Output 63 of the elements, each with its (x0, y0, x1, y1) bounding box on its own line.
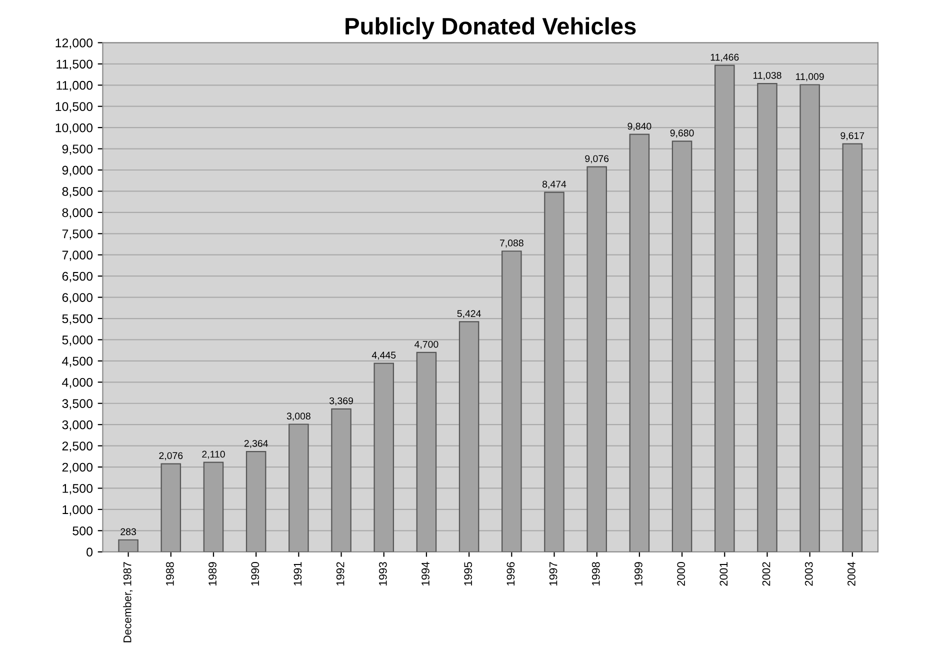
data-label: 11,038 (753, 72, 782, 80)
x-tick-label: 1993 (378, 562, 387, 586)
x-tick-label: 2002 (762, 562, 770, 586)
x-tick-label: 1997 (549, 562, 558, 586)
data-label: 2,364 (244, 440, 268, 448)
data-label: 2,110 (202, 450, 225, 459)
y-tick-label: 6,000 (62, 293, 93, 304)
data-label: 9,680 (670, 130, 694, 138)
y-tick-label: 5,500 (62, 314, 93, 325)
data-label: 4,445 (372, 352, 396, 360)
x-tick-label: 2001 (720, 562, 728, 586)
x-tick-label: 2000 (677, 562, 686, 586)
x-tick-label: 1998 (592, 562, 600, 586)
y-tick-label: 9,000 (62, 166, 93, 176)
chart-title: Publicly Donated Vehicles (346, 17, 636, 40)
y-tick-label: 7,500 (62, 229, 93, 240)
data-label: 3,008 (286, 412, 310, 421)
data-label: 7,088 (500, 240, 524, 248)
x-tick-label: 1991 (294, 562, 302, 586)
x-tick-label: 1995 (464, 562, 472, 586)
y-tick-label: 3,000 (62, 420, 93, 431)
data-label: 9,840 (628, 122, 652, 131)
y-tick-label: 2,000 (62, 462, 93, 474)
x-tick-label: 1992 (336, 562, 344, 586)
data-label: 8,474 (542, 180, 566, 189)
data-label: 11,009 (796, 73, 824, 82)
x-tick-label: 2003 (804, 562, 813, 586)
x-tick-label: 1996 (506, 562, 515, 586)
y-tick-label: 8,000 (62, 208, 93, 219)
y-tick-label: 3,500 (62, 399, 93, 410)
y-tick-label: 6,500 (62, 272, 93, 282)
y-tick-label: 0 (86, 548, 93, 557)
y-tick-label: 4,500 (62, 356, 93, 368)
y-tick-label: 11,500 (56, 60, 93, 70)
x-tick-label: 1989 (208, 562, 216, 586)
x-tick-label: December, 1987 (123, 562, 133, 642)
y-tick-label: 4,000 (62, 378, 93, 388)
data-label: 4,700 (414, 340, 438, 349)
y-tick-label: 8,500 (62, 187, 93, 198)
x-tick-label: 1999 (634, 562, 642, 586)
y-tick-label: 500 (72, 526, 93, 536)
bar (118, 539, 138, 552)
data-label: 2,076 (159, 452, 183, 460)
y-tick-label: 11,000 (56, 80, 93, 92)
y-tick-label: 7,000 (62, 250, 93, 261)
x-tick-label: 1990 (251, 562, 260, 586)
data-label: 5,424 (457, 310, 481, 318)
y-tick-label: 2,500 (62, 442, 93, 452)
y-tick-label: 10,500 (56, 102, 93, 112)
data-label: 11,466 (710, 54, 739, 62)
data-label: 9,076 (585, 155, 609, 164)
y-tick-label: 5,000 (62, 336, 93, 346)
data-label: 3,369 (329, 397, 353, 406)
x-tick-label: 1994 (422, 562, 430, 586)
y-tick-label: 10,000 (56, 123, 93, 134)
data-label: 283 (120, 528, 136, 536)
y-tick-label: 1,000 (62, 505, 93, 516)
y-tick-label: 9,500 (62, 144, 93, 155)
y-tick-label: 1,500 (62, 484, 93, 494)
y-tick-label: 12,000 (56, 38, 93, 49)
data-label: 9,617 (840, 132, 864, 140)
x-tick-label: 1988 (166, 562, 174, 586)
x-tick-label: 2004 (848, 562, 856, 586)
